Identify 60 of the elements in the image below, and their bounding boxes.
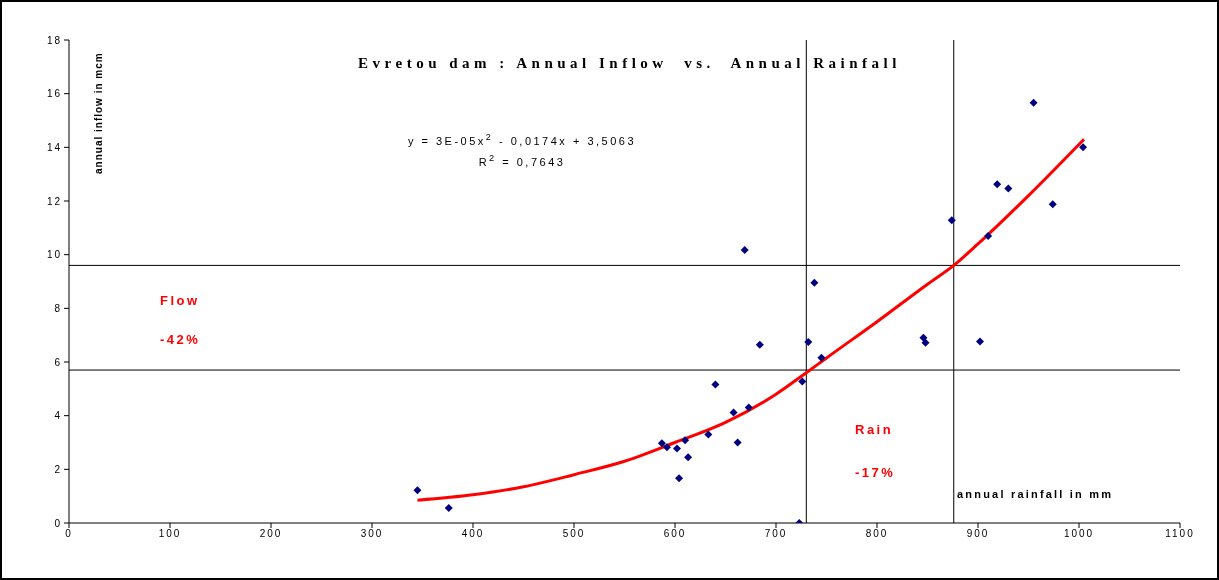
x-axis-title: annual rainfall in mm bbox=[957, 488, 1114, 500]
y-axis-title: annual inflow in mcm bbox=[93, 51, 105, 174]
annotation: -17% bbox=[855, 465, 896, 480]
point bbox=[662, 443, 671, 452]
point bbox=[798, 377, 807, 386]
point bbox=[733, 438, 742, 447]
point bbox=[947, 216, 956, 225]
point bbox=[657, 439, 666, 448]
x-tick-label: 600 bbox=[663, 528, 687, 540]
point bbox=[711, 380, 720, 389]
x-tick-label: 300 bbox=[360, 528, 384, 540]
point bbox=[413, 486, 422, 495]
x-tick-label: 200 bbox=[259, 528, 283, 540]
point bbox=[684, 453, 693, 462]
point bbox=[1048, 200, 1057, 209]
point bbox=[984, 231, 993, 240]
x-tick-label: 1100 bbox=[1165, 528, 1195, 540]
x-tick-label: 1000 bbox=[1063, 528, 1095, 540]
annotation: R$^{2}$ = 0,7643 bbox=[478, 153, 566, 168]
point bbox=[804, 337, 813, 346]
point bbox=[1004, 184, 1013, 193]
x-tick-label: 100 bbox=[158, 528, 182, 540]
annotation: Rain bbox=[855, 422, 894, 437]
point bbox=[976, 337, 985, 346]
x-tick-label: 500 bbox=[562, 528, 586, 540]
point bbox=[744, 403, 753, 412]
text: Evretou dam : Annual Inflow vs. Annual Rainfall bbox=[358, 55, 901, 71]
x-tick-label: 800 bbox=[865, 528, 889, 540]
point bbox=[1079, 143, 1088, 152]
point bbox=[444, 503, 453, 512]
point bbox=[673, 444, 682, 453]
y-tick-label: 10 bbox=[46, 249, 62, 261]
x-tick-label: 900 bbox=[966, 528, 990, 540]
x-tick-label: 400 bbox=[461, 528, 485, 540]
annotation: Flow bbox=[160, 293, 200, 308]
x-tick-label: 700 bbox=[764, 528, 788, 540]
y-tick-label: 4 bbox=[54, 410, 62, 422]
point bbox=[921, 338, 930, 347]
point bbox=[740, 246, 749, 255]
y-tick-label: 18 bbox=[46, 34, 62, 46]
point bbox=[810, 278, 819, 287]
point bbox=[729, 408, 738, 417]
point bbox=[675, 474, 684, 483]
y-tick-label: 6 bbox=[54, 356, 62, 368]
point bbox=[681, 436, 690, 445]
y-tick-label: 0 bbox=[54, 517, 62, 529]
x-tick-label: 0 bbox=[65, 528, 73, 540]
point bbox=[704, 430, 713, 439]
y-tick-label: 12 bbox=[46, 195, 62, 207]
point bbox=[1029, 98, 1038, 107]
point bbox=[817, 353, 826, 362]
point bbox=[755, 340, 764, 349]
point bbox=[993, 180, 1002, 189]
y-tick-label: 14 bbox=[46, 141, 62, 153]
y-tick-label: 8 bbox=[54, 302, 62, 314]
annotation: -42% bbox=[160, 332, 201, 347]
point bbox=[919, 333, 928, 342]
annotation: y = 3E-05x$^{2}$ - 0,0174x + 3,5063 bbox=[407, 132, 637, 147]
y-tick-label: 16 bbox=[46, 88, 62, 100]
y-tick-label: 2 bbox=[54, 463, 62, 475]
